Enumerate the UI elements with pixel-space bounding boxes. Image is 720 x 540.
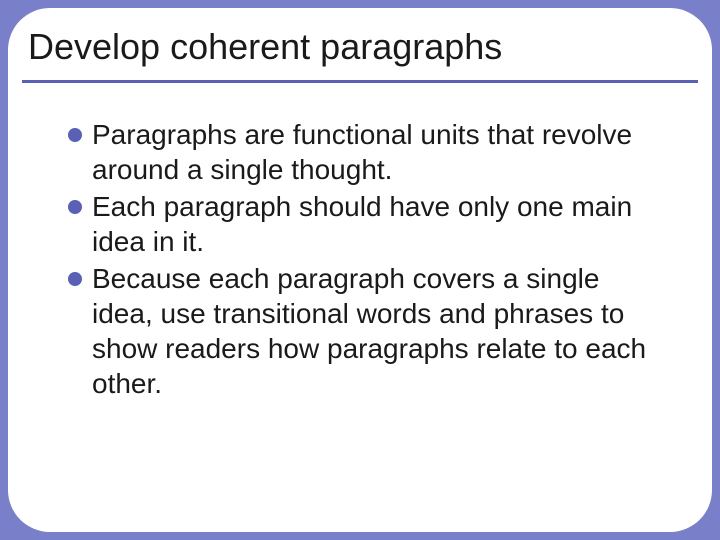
slide-card: Develop coherent paragraphs Paragraphs a… bbox=[8, 8, 712, 532]
bullet-icon bbox=[68, 128, 82, 142]
bullet-text: Each paragraph should have only one main… bbox=[92, 189, 664, 259]
bullet-icon bbox=[68, 200, 82, 214]
title-wrap: Develop coherent paragraphs bbox=[8, 8, 712, 76]
slide-content: Paragraphs are functional units that rev… bbox=[8, 83, 712, 401]
list-item: Because each paragraph covers a single i… bbox=[68, 261, 664, 401]
list-item: Paragraphs are functional units that rev… bbox=[68, 117, 664, 187]
bullet-icon bbox=[68, 272, 82, 286]
bullet-text: Paragraphs are functional units that rev… bbox=[92, 117, 664, 187]
list-item: Each paragraph should have only one main… bbox=[68, 189, 664, 259]
bullet-text: Because each paragraph covers a single i… bbox=[92, 261, 664, 401]
slide-title: Develop coherent paragraphs bbox=[28, 26, 692, 68]
